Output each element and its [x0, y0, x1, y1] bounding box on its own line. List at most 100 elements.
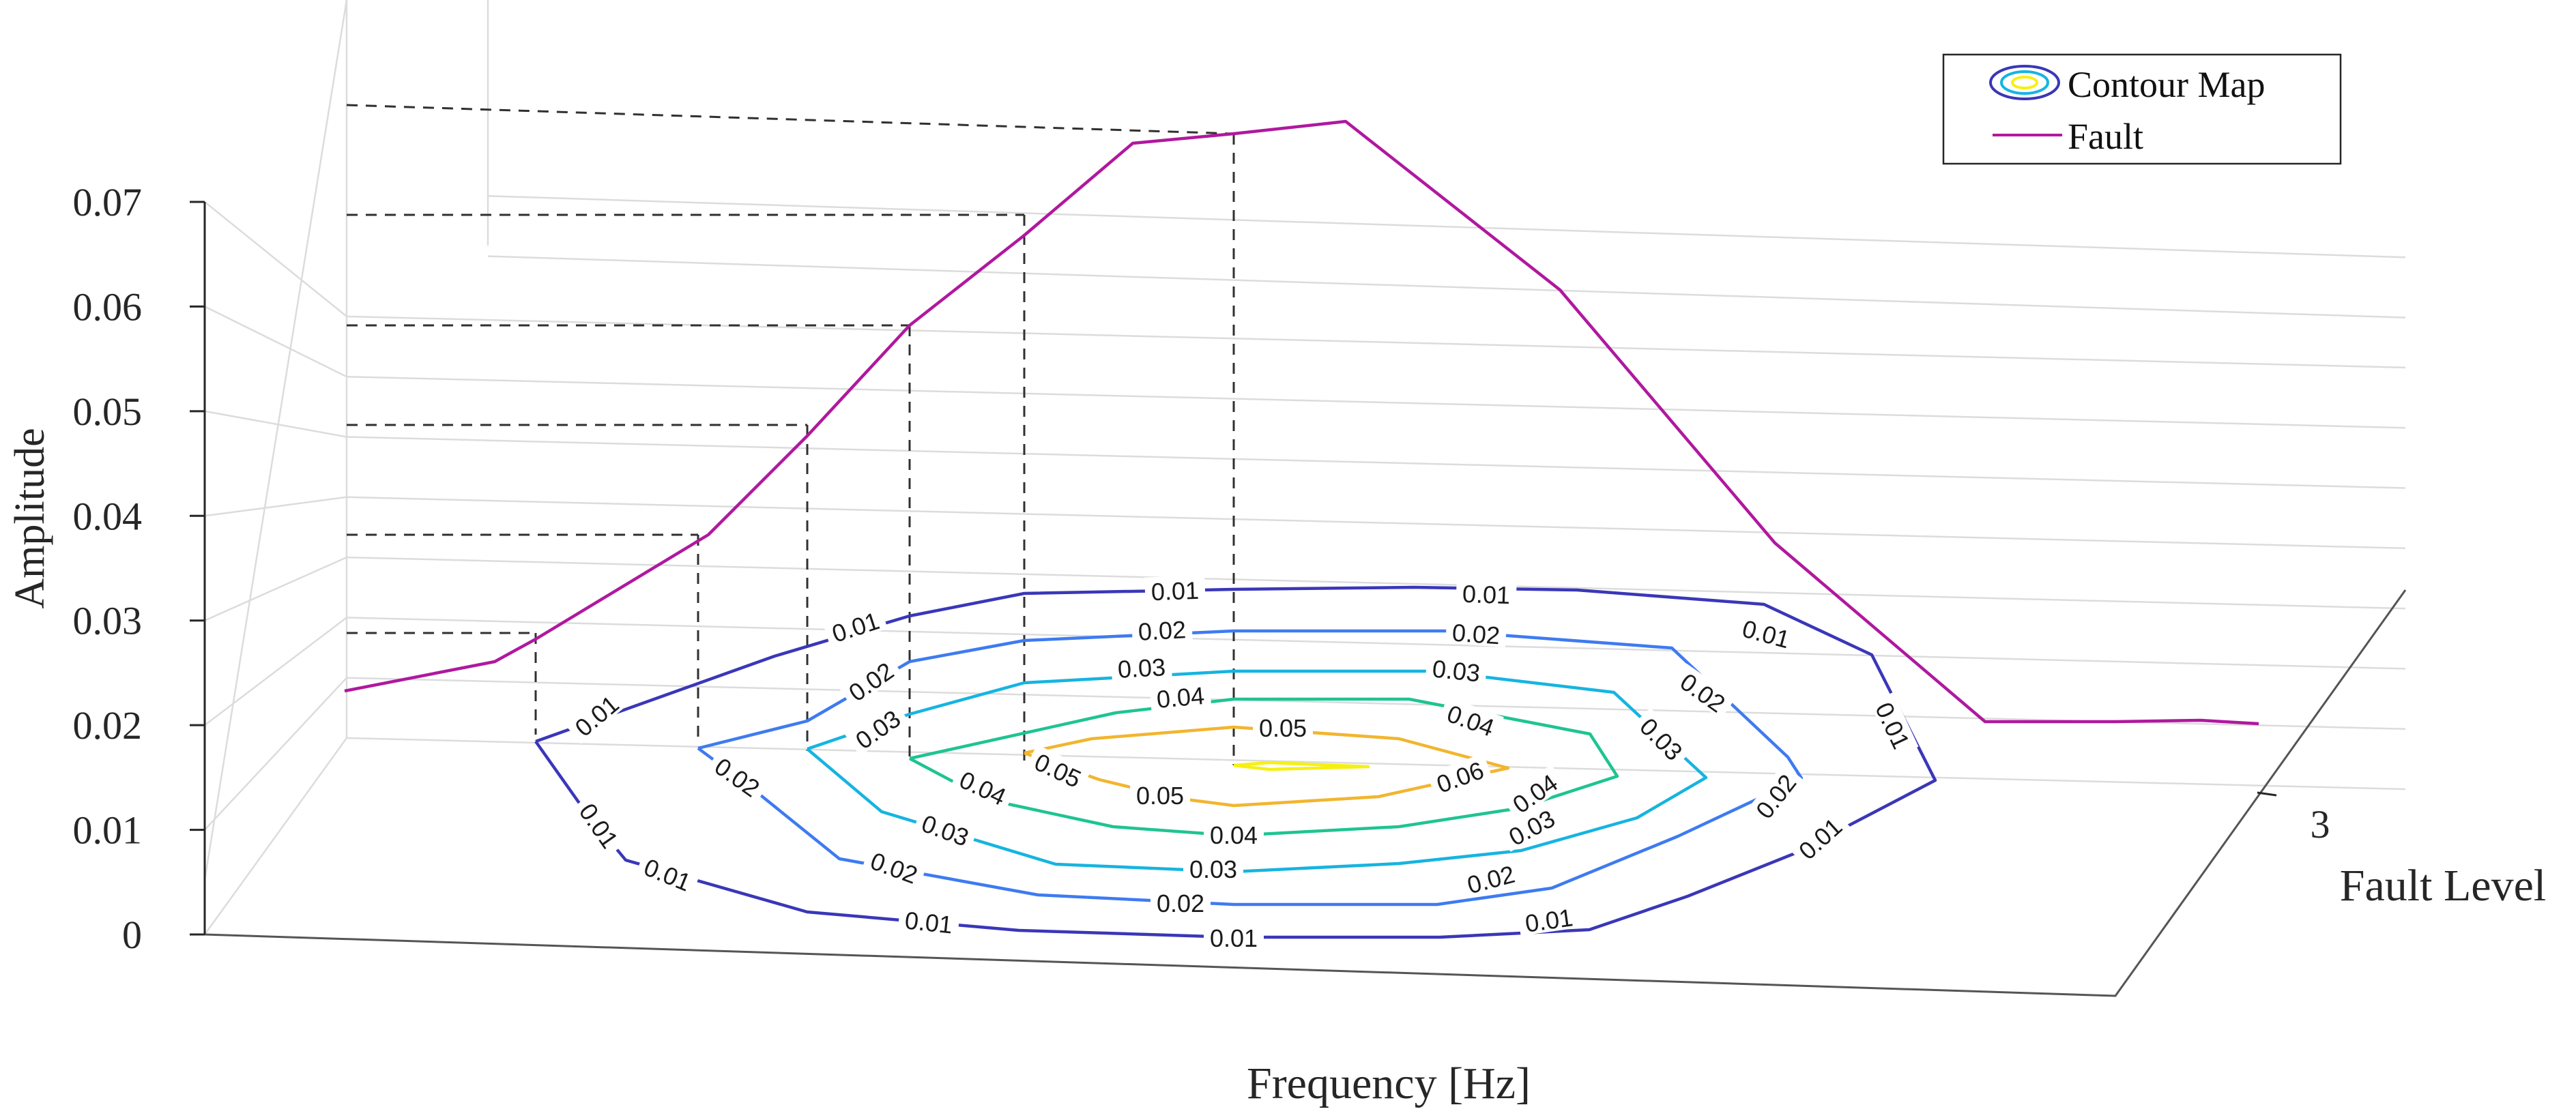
- y-tick-label: 0.02: [73, 703, 143, 748]
- contour-label: 0.04: [1204, 821, 1264, 849]
- contour-label-mask: [1204, 924, 1264, 949]
- contour-label-mask: [1425, 653, 1488, 686]
- contour-label: 0.01: [1144, 575, 1206, 606]
- grid-horizontal-line: [346, 315, 2406, 369]
- projection-lines: [346, 104, 1235, 765]
- y-tick-label: 0.01: [73, 808, 143, 853]
- grid-horizontal-line: [487, 195, 2406, 259]
- contour-label-text: 0.03: [1431, 654, 1481, 687]
- contour-label: 0.05: [1253, 713, 1313, 742]
- contour-line: [697, 629, 1804, 907]
- contour-label: 0.04: [1149, 680, 1212, 713]
- z-axis: 3: [2257, 791, 2330, 846]
- grid-side-line: [204, 306, 347, 378]
- contour-label-mask: [1144, 575, 1206, 604]
- grid-horizontal-line: [487, 255, 2406, 319]
- y-tick-label: 0.04: [73, 494, 143, 538]
- contour-label-mask: [1517, 902, 1580, 936]
- contour-label-mask: [1456, 578, 1517, 607]
- contour-line: [534, 585, 1937, 939]
- contour-label-mask: [1746, 763, 1804, 827]
- floor-front-edge: [204, 589, 2407, 997]
- fault-series: [344, 119, 2259, 726]
- legend-contour-icon: [1989, 65, 2060, 100]
- contour-label-text: 0.05: [1136, 782, 1184, 810]
- contour-label-text: 0.01: [1462, 580, 1510, 609]
- contour-label-text: 0.02: [1451, 619, 1501, 650]
- legend-contour-ring-inner: [2011, 76, 2038, 89]
- contour-label: 0.03: [1632, 707, 1693, 769]
- contour-label: 0.01: [1204, 924, 1264, 952]
- contour-line: [908, 697, 1619, 838]
- z-tick-label: 3: [2311, 802, 2330, 846]
- contour-label-mask: [1253, 713, 1313, 739]
- contour-label-mask: [1110, 651, 1172, 681]
- grid-side-line: [203, 737, 348, 935]
- grid-side-line: [204, 496, 347, 517]
- contour-label-mask: [1130, 781, 1190, 807]
- grid-horizontal-line: [346, 375, 2406, 429]
- grid-horizontal-line: [346, 436, 2406, 489]
- grid-horizontal-line: [346, 737, 2406, 791]
- contour-label-text: 0.01: [1523, 903, 1574, 937]
- legend: Contour Map Fault: [1942, 53, 2342, 165]
- y-axis: 0 0.01 0.02 0.03 0.04 0.05 0.06 0.07: [73, 180, 206, 957]
- contour-label-mask: [822, 604, 888, 647]
- contour-label: 0.05: [1130, 781, 1190, 810]
- contour-label-mask: [913, 806, 979, 852]
- contour-label-text: 0.01: [1210, 924, 1258, 952]
- y-tick-label: 0.07: [73, 180, 143, 224]
- x-axis-label: Frequency [Hz]: [1247, 1059, 1531, 1108]
- contour-label-text: 0.02: [1157, 889, 1204, 917]
- contour-label: 0.03: [1110, 651, 1172, 683]
- contour-label-mask: [1869, 692, 1919, 758]
- contour-label-mask: [1026, 744, 1092, 794]
- contour-label-mask: [635, 850, 701, 897]
- contour-label: 0.01: [1456, 578, 1517, 609]
- grid-side-line: [204, 201, 347, 317]
- contour-label-text: 0.04: [1155, 681, 1205, 713]
- contour-line: [1233, 761, 1370, 771]
- contour-label-mask: [1671, 663, 1736, 720]
- contour-label-text: 0.05: [1259, 714, 1307, 742]
- contour-line: [806, 669, 1708, 874]
- contour-label-text: 0.02: [1138, 615, 1187, 646]
- y-tick-label: 0: [122, 913, 142, 957]
- plot-box: [204, 589, 2407, 997]
- contour-label-mask: [1149, 680, 1212, 711]
- y-axis-label: Amplitude: [7, 428, 53, 608]
- contour-label-mask: [951, 762, 1017, 812]
- contour-label: 0.03: [1425, 653, 1488, 688]
- grid-side-line: [204, 677, 347, 831]
- contour-label-mask: [1131, 614, 1193, 644]
- contour-label-mask: [1734, 612, 1799, 653]
- contour-label-mask: [706, 748, 770, 804]
- contour-label-mask: [1427, 753, 1492, 799]
- contour-label-mask: [838, 652, 903, 709]
- contour-label-mask: [1183, 855, 1243, 881]
- contour-label-mask: [845, 700, 910, 756]
- projection-horizontal-dash: [346, 104, 1234, 135]
- contour-label-mask: [572, 793, 628, 857]
- contour-label-mask: [1458, 857, 1523, 898]
- grid-horizontal-line: [346, 617, 2406, 670]
- legend-label-fault: Fault: [2068, 116, 2143, 157]
- contour-label: 0.02: [1150, 889, 1211, 917]
- contour-label-mask: [1498, 800, 1564, 852]
- legend-contour-ring-outer: [1989, 65, 2060, 100]
- grid-horizontal-line: [346, 496, 2406, 550]
- contour-label-mask: [1438, 696, 1504, 742]
- contour-label-mask: [1502, 764, 1567, 821]
- contour-label-mask: [1788, 808, 1851, 868]
- y-tick-label: 0.05: [73, 389, 143, 434]
- grid-corner-edge: [203, 0, 348, 881]
- contour-label-text: 0.03: [1117, 653, 1166, 683]
- contour-label-mask: [1632, 707, 1693, 769]
- grid-horizontal-line: [346, 556, 2406, 610]
- z-axis-label: Fault Level: [2340, 861, 2546, 911]
- contour-label-text: 0.01: [1150, 576, 1199, 606]
- contour-label: 0.02: [1445, 617, 1507, 650]
- grid-side-line: [204, 410, 347, 438]
- contour-label-mask: [897, 904, 961, 937]
